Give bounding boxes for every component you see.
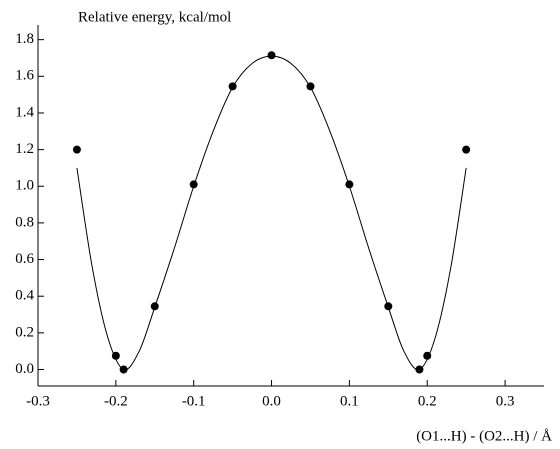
x-tick-label: 0.2 xyxy=(418,393,437,409)
x-tick-label: 0.3 xyxy=(496,393,515,409)
data-point xyxy=(72,145,81,154)
data-point xyxy=(384,302,393,311)
data-point xyxy=(150,302,159,311)
y-tick-label: 1.2 xyxy=(15,141,34,157)
data-point xyxy=(119,365,128,374)
x-tick-label: -0.1 xyxy=(182,393,206,409)
data-point xyxy=(345,180,354,189)
y-tick-label: 0.8 xyxy=(15,214,34,230)
data-point xyxy=(267,51,276,60)
x-tick-label: 0.1 xyxy=(340,393,359,409)
chart-title: Relative energy, kcal/mol xyxy=(78,9,231,25)
fit-curve xyxy=(76,55,467,371)
data-point xyxy=(189,180,198,189)
data-point xyxy=(306,82,315,91)
y-tick-label: 1.0 xyxy=(15,178,34,194)
y-tick-label: 1.6 xyxy=(15,68,34,84)
x-tick-label: -0.3 xyxy=(26,393,50,409)
data-point xyxy=(228,82,237,91)
data-point xyxy=(423,351,432,360)
data-point xyxy=(111,351,120,360)
data-point xyxy=(462,145,471,154)
y-tick-label: 1.8 xyxy=(15,31,34,47)
x-tick-label: -0.2 xyxy=(104,393,128,409)
x-axis-label: (O1...H) - (O2...H) / Å xyxy=(416,428,552,444)
y-tick-label: 0.0 xyxy=(15,361,34,377)
y-tick-label: 0.4 xyxy=(15,288,34,304)
y-tick-label: 1.4 xyxy=(15,104,34,120)
data-point xyxy=(415,365,424,374)
y-tick-label: 0.6 xyxy=(15,251,34,267)
x-tick-label: 0.0 xyxy=(262,393,281,409)
y-tick-label: 0.2 xyxy=(15,324,34,340)
